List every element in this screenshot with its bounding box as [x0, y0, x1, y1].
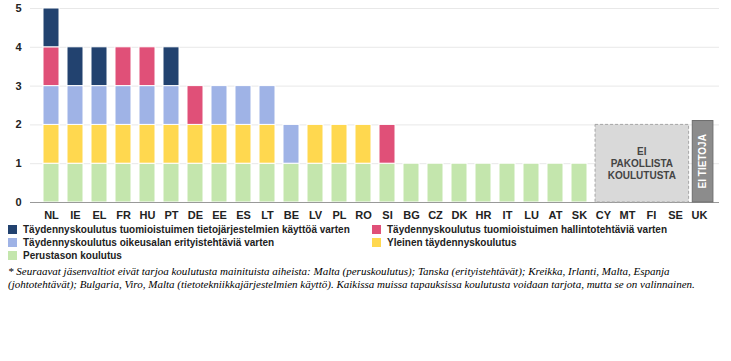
svg-text:LV: LV — [309, 209, 323, 221]
svg-text:UK: UK — [692, 209, 708, 221]
html-text:Täydennyskoulutus tuomioistuim: Täydennyskoulutus tuomioistuimen tietojä… — [23, 224, 350, 235]
svg-text:SK: SK — [572, 209, 587, 221]
svg-text:HR: HR — [476, 209, 492, 221]
svg-text:IE: IE — [70, 209, 80, 221]
svg-text:DE: DE — [188, 209, 203, 221]
svg-text:NL: NL — [44, 209, 59, 221]
svg-text:BE: BE — [284, 209, 299, 221]
svg-text:HU: HU — [140, 209, 156, 221]
svg-text:BG: BG — [403, 209, 420, 221]
svg-text:DK: DK — [452, 209, 468, 221]
html-text:Täydennyskoulutus oikeusalan e: Täydennyskoulutus oikeusalan erityisteht… — [23, 237, 275, 248]
svg-text:LU: LU — [524, 209, 539, 221]
svg-text:EL: EL — [92, 209, 106, 221]
svg-text:4: 4 — [15, 41, 22, 53]
svg-text:CY: CY — [596, 209, 612, 221]
svg-text:IT: IT — [503, 209, 513, 221]
svg-text:RO: RO — [355, 209, 372, 221]
svg-text:EIPAKOLLISTAKOULUTUSTA: EIPAKOLLISTAKOULUTUSTA — [608, 146, 676, 181]
svg-text:MT: MT — [620, 209, 636, 221]
svg-text:EI TIETOJA: EI TIETOJA — [697, 134, 708, 188]
html-text:Yleinen täydennyskoulutus: Yleinen täydennyskoulutus — [387, 237, 517, 248]
svg-text:PT: PT — [164, 209, 178, 221]
svg-text:EE: EE — [212, 209, 227, 221]
html-text:Täydennyskoulutus tuomioistuim: Täydennyskoulutus tuomioistuimen hallint… — [387, 224, 667, 235]
html-text:Perustason koulutus: Perustason koulutus — [23, 250, 122, 261]
svg-text:3: 3 — [15, 80, 21, 92]
svg-text:2: 2 — [15, 118, 21, 130]
svg-text:PL: PL — [332, 209, 346, 221]
svg-text:CZ: CZ — [428, 209, 443, 221]
html-text:* Seuraavat jäsenvaltiot eivät: * Seuraavat jäsenvaltiot eivät tarjoa ko… — [8, 265, 695, 290]
svg-text:FI: FI — [647, 209, 657, 221]
svg-text:LT: LT — [261, 209, 274, 221]
svg-text:SI: SI — [382, 209, 392, 221]
svg-text:1: 1 — [15, 157, 21, 169]
svg-text:FR: FR — [116, 209, 131, 221]
svg-text:ES: ES — [236, 209, 251, 221]
svg-text:AT: AT — [549, 209, 563, 221]
svg-text:SE: SE — [668, 209, 683, 221]
svg-text:0: 0 — [15, 196, 21, 208]
svg-text:5: 5 — [15, 2, 21, 14]
